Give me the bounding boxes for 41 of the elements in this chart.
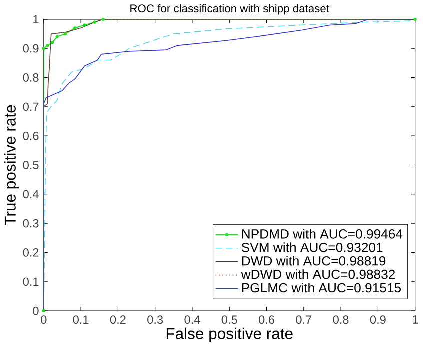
y-tick-label: 0.2 [23,248,39,257]
point [50,40,54,44]
chart-title: ROC for classification with shipp dataset [130,4,330,15]
y-tick-label: 0.7 [23,102,39,111]
legend-label: NPDMD with AUC=0.99464 [242,228,403,239]
legend-label: SVM with AUC=0.93201 [242,242,383,252]
legend-label: DWD with AUC=0.98819 [242,256,386,266]
y-tick-label: 0.9 [23,44,39,53]
point [64,32,68,36]
point [56,35,59,38]
y-tick-label: 1 [34,15,39,24]
x-tick-label: 0.9 [370,315,386,324]
y-tick-label: 0.1 [23,277,39,286]
point [83,23,86,27]
x-tick-label: 0.5 [222,315,238,324]
x-tick-label: 1 [412,315,418,324]
x-tick-label: 0.7 [296,315,312,324]
legend-label: PGLMC with AUC=0.91515 [242,282,402,292]
point [414,18,417,21]
x-tick-label: 0.3 [148,315,164,324]
y-tick-label: 0.8 [23,73,39,82]
legend-label: wDWD with AUC=0.98832 [241,269,396,280]
x-tick-label: 0.6 [259,315,274,324]
point [74,26,77,30]
x-tick-label: 0.2 [110,315,126,324]
x-axis-title: False positive rate [166,328,293,342]
y-tick-label: 0.3 [23,219,39,228]
y-tick-label: 0.4 [23,190,39,198]
point [42,309,46,312]
point [42,46,46,50]
x-tick-label: 0 [41,315,47,324]
point [46,44,50,48]
x-tick-label: 0.4 [184,315,200,324]
y-axis-title: True positive rate [4,105,20,226]
x-tick-label: 0.1 [73,315,89,324]
x-tick-label: 0.8 [333,315,349,324]
y-tick-label: 0.5 [23,160,39,170]
point [102,18,105,21]
y-tick-label: 0.6 [23,132,39,140]
point [93,20,96,24]
y-tick-label: 0 [33,306,39,316]
